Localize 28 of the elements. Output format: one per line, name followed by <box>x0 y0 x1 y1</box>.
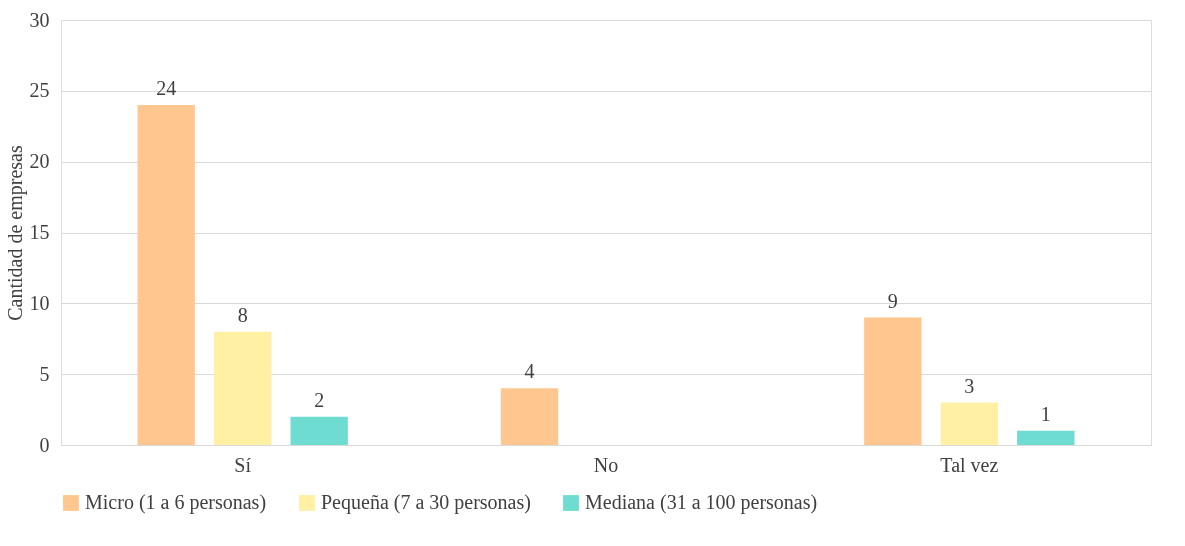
y-axis-title: Cantidad de empresas <box>3 145 27 321</box>
legend-label: Mediana (31 a 100 personas) <box>585 491 818 514</box>
y-tick-label: 20 <box>29 150 50 173</box>
data-label: 9 <box>887 289 898 312</box>
y-tick-label: 0 <box>39 433 50 456</box>
data-label: 3 <box>964 374 975 397</box>
bar <box>213 331 272 445</box>
x-tick-label: Sí <box>234 453 252 476</box>
bar <box>864 317 922 445</box>
bar <box>500 388 559 445</box>
x-tick-label: No <box>593 453 619 476</box>
legend-label: Micro (1 a 6 personas) <box>85 491 267 514</box>
bar <box>137 105 195 445</box>
bar <box>1017 430 1075 445</box>
data-label: 4 <box>524 360 535 383</box>
bar <box>290 416 348 445</box>
legend-label: Pequeña (7 a 30 personas) <box>321 491 531 514</box>
y-tick-label: 15 <box>29 221 50 243</box>
y-tick-label: 5 <box>39 362 50 385</box>
data-label: 1 <box>1040 402 1051 425</box>
x-tick-label: Tal vez <box>940 453 999 476</box>
data-label: 2 <box>314 388 325 411</box>
data-label: 8 <box>237 303 248 326</box>
y-tick-label: 10 <box>29 291 50 314</box>
bar <box>940 402 999 445</box>
data-label: 24 <box>156 77 177 99</box>
y-tick-label: 25 <box>29 79 50 102</box>
y-tick-label: 30 <box>29 8 50 31</box>
